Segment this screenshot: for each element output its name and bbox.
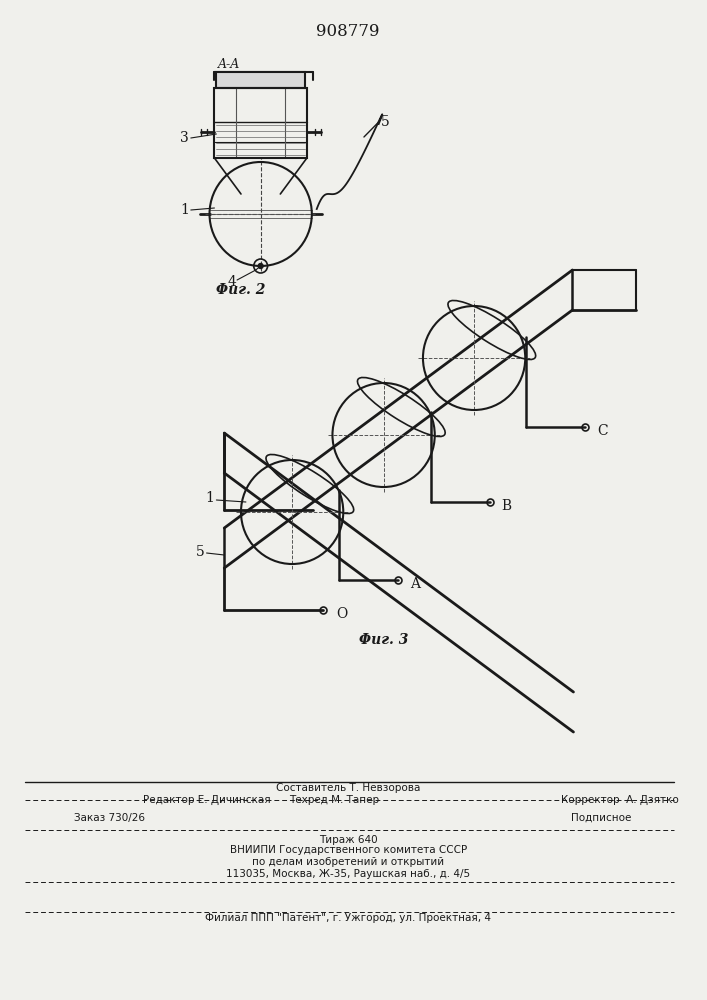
Text: 4: 4 (227, 275, 236, 289)
Text: Подписное: Подписное (571, 813, 631, 823)
Text: O: O (337, 607, 348, 621)
Text: Заказ 730/26: Заказ 730/26 (74, 813, 145, 823)
Text: 3: 3 (180, 131, 189, 145)
Text: Техред М. Тапер: Техред М. Тапер (289, 795, 380, 805)
Text: Корректор  А. Дзятко: Корректор А. Дзятко (561, 795, 679, 805)
Circle shape (258, 263, 263, 268)
Text: 5: 5 (196, 545, 204, 559)
Text: ВНИИПИ Государственного комитета СССР: ВНИИПИ Государственного комитета СССР (230, 845, 467, 855)
Bar (216, 72, 305, 88)
Text: Φиг. 3: Φиг. 3 (359, 633, 409, 647)
Text: по делам изобретений и открытий: по делам изобретений и открытий (252, 857, 444, 867)
Text: Филиал ППП "Патент", г. Ужгород, ул. Проектная, 4: Филиал ППП "Патент", г. Ужгород, ул. Про… (205, 913, 491, 923)
Text: Φиг. 2: Φиг. 2 (216, 283, 266, 297)
Text: 1: 1 (206, 491, 214, 505)
Text: B: B (502, 499, 512, 513)
Text: 5: 5 (380, 115, 390, 129)
Text: A-A: A-A (218, 57, 240, 70)
Text: A: A (410, 577, 420, 591)
Bar (214, 88, 307, 158)
Text: Составитель Т. Невзорова: Составитель Т. Невзорова (276, 783, 421, 793)
Text: 1: 1 (180, 203, 189, 217)
Text: Тираж 640: Тираж 640 (319, 835, 378, 845)
Text: 113035, Москва, Ж-35, Раушская наб., д. 4/5: 113035, Москва, Ж-35, Раушская наб., д. … (226, 869, 470, 879)
Text: C: C (597, 424, 608, 438)
Text: 908779: 908779 (317, 23, 380, 40)
Text: Редактор Е. Дичинская: Редактор Е. Дичинская (143, 795, 270, 805)
